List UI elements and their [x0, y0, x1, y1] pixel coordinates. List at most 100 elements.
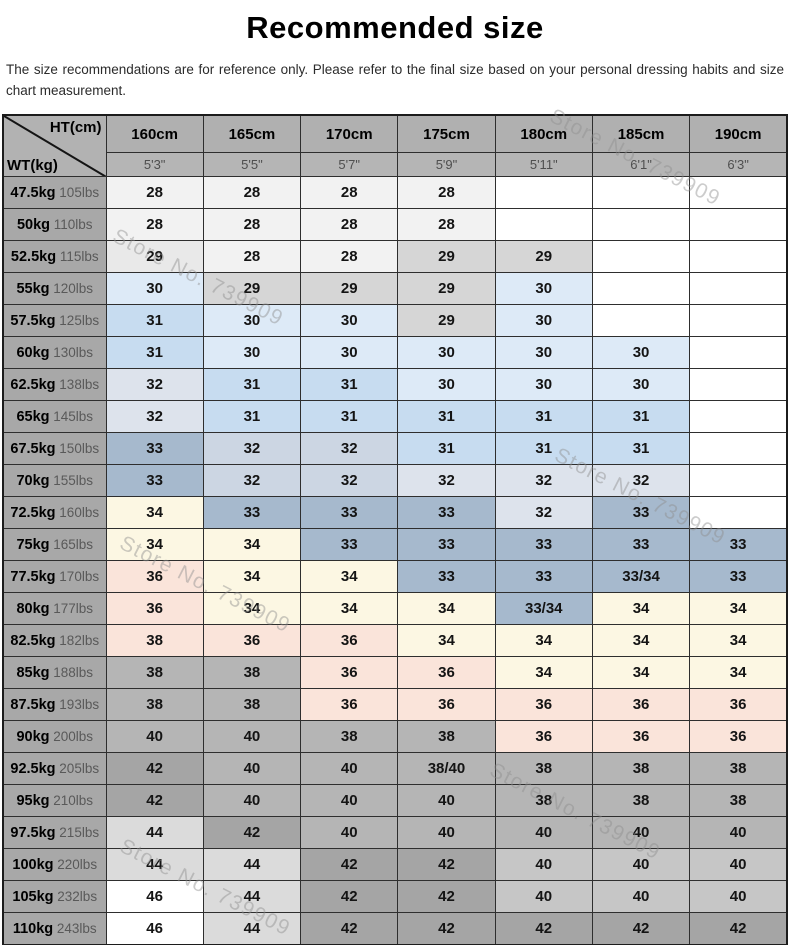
size-cell: 34: [689, 592, 788, 626]
size-cell: [689, 400, 788, 434]
weight-row-header: 95kg 210lbs: [2, 784, 107, 818]
size-cell: 33: [397, 496, 496, 530]
table-row: 55kg 120lbs 30 29 29 29 30: [2, 272, 788, 306]
size-cell: 34: [202, 592, 302, 626]
size-cell: 31: [202, 400, 302, 434]
weight-row-header: 60kg 130lbs: [2, 336, 107, 370]
size-cell: 34: [689, 656, 788, 690]
weight-lbs-label: 110lbs: [50, 216, 93, 232]
weight-row-header: 65kg 145lbs: [2, 400, 107, 434]
weight-lbs-label: 165lbs: [49, 536, 94, 552]
weight-kg-label: 72.5kg: [10, 504, 56, 521]
size-cell: 42: [689, 912, 788, 945]
size-cell: 32: [105, 368, 204, 402]
table-row: 47.5kg 105lbs 28 28 28 28: [2, 176, 788, 210]
size-cell: 40: [494, 816, 593, 850]
size-cell: [689, 336, 788, 370]
size-table: HT(cm) WT(kg) 160cm 165cm 170cm 175cm 180cm 1…: [2, 113, 788, 945]
weight-kg-label: 50kg: [16, 216, 51, 233]
size-cell: 42: [591, 912, 691, 945]
size-cell: 34: [300, 560, 399, 594]
size-cell: 29: [494, 240, 593, 274]
height-header-170cm: 170cm: [300, 114, 399, 154]
size-cell: 40: [591, 848, 691, 882]
size-cell: 31: [300, 368, 399, 402]
size-cell: 40: [494, 880, 593, 914]
size-cell: 42: [300, 912, 399, 945]
size-cell: 40: [689, 816, 788, 850]
size-cell: 36: [300, 624, 399, 658]
weight-kg-label: 95kg: [16, 792, 50, 809]
size-cell: 34: [105, 528, 204, 562]
size-cell: 33: [689, 560, 788, 594]
table-row: 62.5kg 138lbs 32 31 31 30 30 30: [2, 368, 788, 402]
size-cell: 31: [397, 400, 496, 434]
size-cell: 40: [105, 720, 204, 754]
size-cell: 29: [105, 240, 204, 274]
weight-lbs-label: 125lbs: [55, 312, 100, 328]
size-cell: 42: [494, 912, 593, 945]
size-cell: 38: [300, 720, 399, 754]
size-cell: 34: [202, 528, 302, 562]
height-header-180cm: 180cm: [494, 114, 593, 154]
size-cell: 40: [202, 752, 302, 786]
size-cell: 30: [494, 272, 593, 306]
size-cell: 42: [105, 784, 204, 818]
weight-lbs-label: 215lbs: [55, 824, 100, 840]
weight-lbs-label: 205lbs: [55, 760, 100, 776]
size-cell: 31: [591, 400, 691, 434]
size-cell: 36: [300, 688, 399, 722]
size-cell: 36: [689, 688, 788, 722]
weight-row-header: 47.5kg 105lbs: [2, 176, 107, 210]
height-header-175cm: 175cm: [397, 114, 496, 154]
size-cell: 29: [397, 272, 496, 306]
size-cell: 38/40: [397, 752, 496, 786]
weight-kg-label: 60kg: [16, 344, 50, 361]
weight-lbs-label: 182lbs: [55, 632, 100, 648]
size-cell: 36: [397, 656, 496, 690]
table-row: 65kg 145lbs 32 31 31 31 31 31: [2, 400, 788, 434]
size-cell: 34: [689, 624, 788, 658]
size-cell: 30: [300, 304, 399, 338]
size-cell: 33: [397, 528, 496, 562]
size-cell: [689, 368, 788, 402]
size-cell: 42: [202, 816, 302, 850]
corner-weight-label: WT(kg): [7, 157, 58, 175]
table-row: 90kg 200lbs 40 40 38 38 36 36 36: [2, 720, 788, 754]
size-cell: 28: [397, 176, 496, 210]
size-cell: 30: [202, 336, 302, 370]
size-cell: 31: [397, 432, 496, 466]
weight-kg-label: 52.5kg: [10, 248, 57, 265]
size-cell: 32: [300, 432, 399, 466]
weight-row-header: 110kg 243lbs: [2, 912, 107, 945]
size-cell: [689, 272, 788, 306]
corner-height-label: HT(cm): [49, 118, 102, 136]
disclaimer-text: The size recommendations are for referen…: [6, 62, 784, 98]
size-cell: 33: [202, 496, 302, 530]
table-row: 95kg 210lbs 42 40 40 40 38 38 38: [2, 784, 788, 818]
size-cell: [591, 208, 691, 242]
size-cell: 44: [202, 880, 302, 914]
size-cell: 28: [202, 240, 302, 274]
size-cell: 30: [494, 368, 593, 402]
height-header-160cm: 160cm: [105, 114, 204, 154]
size-cell: 31: [105, 336, 204, 370]
size-cell: [689, 176, 788, 210]
weight-kg-label: 100kg: [12, 856, 54, 873]
weight-lbs-label: 193lbs: [55, 696, 100, 712]
weight-kg-label: 82.5kg: [10, 632, 56, 649]
weight-lbs-label: 232lbs: [53, 888, 98, 904]
table-row: 50kg 110lbs 28 28 28 28: [2, 208, 788, 242]
size-cell: 46: [105, 880, 204, 914]
size-cell: 40: [689, 848, 788, 882]
weight-lbs-label: 200lbs: [49, 728, 94, 744]
table-row: 70kg 155lbs 33 32 32 32 32 32: [2, 464, 788, 498]
size-cell: 33: [494, 528, 593, 562]
size-cell: 46: [105, 912, 204, 945]
weight-lbs-label: 138lbs: [55, 376, 100, 392]
weight-lbs-label: 220lbs: [53, 856, 98, 872]
weight-kg-label: 77.5kg: [10, 568, 56, 585]
weight-row-header: 75kg 165lbs: [2, 528, 107, 562]
weight-lbs-label: 115lbs: [56, 248, 99, 264]
size-cell: 40: [300, 784, 399, 818]
